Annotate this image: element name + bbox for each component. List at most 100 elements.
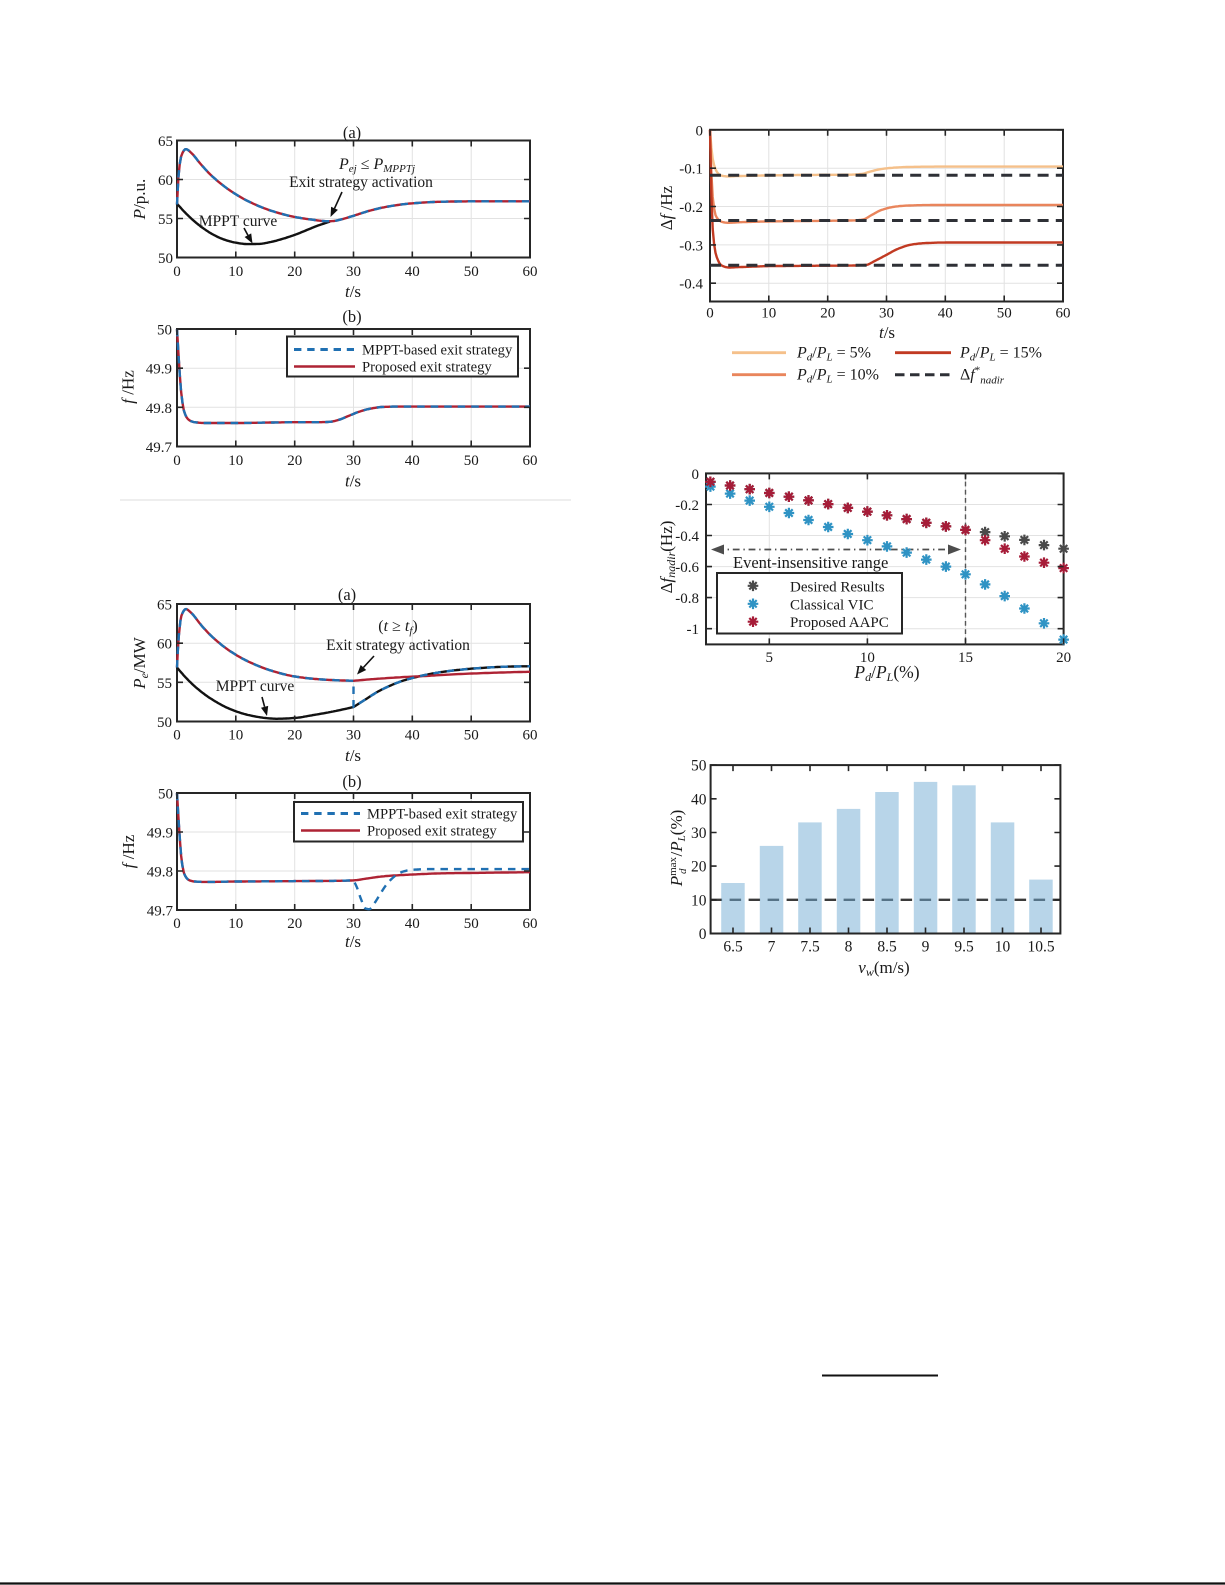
svg-text:-0.4: -0.4 — [675, 529, 699, 545]
svg-text:10: 10 — [691, 892, 707, 909]
svg-text:30: 30 — [346, 916, 361, 932]
svg-text:t/s: t/s — [345, 746, 361, 765]
svg-text:t/s: t/s — [345, 932, 361, 951]
svg-text:20: 20 — [287, 728, 302, 744]
svg-text:30: 30 — [346, 728, 361, 744]
svg-text:10: 10 — [228, 728, 243, 744]
svg-text:Δf*nadir: Δf*nadir — [960, 365, 1005, 387]
svg-text:Pmaxd/PL(%): Pmaxd/PL(%) — [667, 810, 689, 888]
svg-text:Pe/MW: Pe/MW — [130, 636, 151, 690]
svg-text:-0.8: -0.8 — [675, 591, 699, 607]
svg-text:-0.1: -0.1 — [679, 162, 703, 178]
svg-text:20: 20 — [1056, 650, 1071, 666]
svg-text:0: 0 — [696, 123, 704, 139]
svg-text:6.5: 6.5 — [723, 939, 743, 956]
svg-text:10: 10 — [995, 939, 1011, 956]
svg-text:0: 0 — [173, 728, 181, 744]
svg-text:Event-insensitive range: Event-insensitive range — [733, 553, 888, 572]
svg-text:7: 7 — [768, 939, 776, 956]
svg-text:15: 15 — [958, 650, 973, 666]
svg-text:65: 65 — [157, 598, 172, 614]
svg-text:60: 60 — [523, 264, 538, 280]
svg-text:50: 50 — [997, 306, 1012, 322]
svg-text:0: 0 — [173, 453, 181, 469]
svg-text:-0.2: -0.2 — [675, 498, 699, 514]
svg-text:49.8: 49.8 — [147, 865, 173, 881]
svg-text:8.5: 8.5 — [877, 939, 897, 956]
svg-text:40: 40 — [405, 916, 420, 932]
svg-text:60: 60 — [523, 916, 538, 932]
svg-text:-0.6: -0.6 — [675, 560, 699, 576]
svg-text:Δfnadir(Hz): Δfnadir(Hz) — [657, 521, 678, 594]
svg-text:MPPT-based exit strategy: MPPT-based exit strategy — [367, 807, 518, 823]
svg-text:Proposed AAPC: Proposed AAPC — [790, 615, 889, 631]
svg-text:60: 60 — [523, 453, 538, 469]
svg-text:10: 10 — [228, 916, 243, 932]
svg-text:f /Hz: f /Hz — [119, 834, 138, 868]
svg-text:MPPT-based exit strategy: MPPT-based exit strategy — [362, 343, 513, 359]
svg-text:55: 55 — [158, 212, 173, 228]
svg-text:MPPT curve: MPPT curve — [199, 213, 278, 230]
svg-text:50: 50 — [158, 251, 173, 267]
svg-text:0: 0 — [173, 916, 181, 932]
svg-text:MPPT curve: MPPT curve — [216, 678, 295, 695]
svg-text:Pd/PL(%): Pd/PL(%) — [853, 662, 919, 684]
svg-text:49.9: 49.9 — [146, 362, 172, 378]
svg-text:-0.3: -0.3 — [679, 238, 703, 254]
svg-text:40: 40 — [691, 791, 707, 808]
svg-text:10: 10 — [228, 264, 243, 280]
svg-text:65: 65 — [158, 134, 173, 150]
svg-text:50: 50 — [464, 728, 479, 744]
svg-text:30: 30 — [346, 453, 361, 469]
svg-text:30: 30 — [346, 264, 361, 280]
svg-text:Pej ≤ PMPPTj: Pej ≤ PMPPTj — [338, 156, 415, 175]
svg-text:49.7: 49.7 — [147, 904, 174, 920]
svg-text:7.5: 7.5 — [800, 939, 820, 956]
svg-text:Classical VIC: Classical VIC — [790, 597, 873, 613]
svg-text:10: 10 — [860, 650, 875, 666]
svg-text:Exit strategy activation: Exit strategy activation — [326, 637, 470, 654]
svg-text:Pd/PL = 5%: Pd/PL = 5% — [796, 345, 871, 364]
svg-text:50: 50 — [464, 453, 479, 469]
svg-text:40: 40 — [405, 264, 420, 280]
svg-text:t/s: t/s — [345, 472, 361, 491]
svg-text:Desired Results: Desired Results — [790, 579, 885, 595]
svg-text:30: 30 — [691, 825, 707, 842]
svg-text:50: 50 — [157, 715, 172, 731]
svg-text:Pd/PL = 10%: Pd/PL = 10% — [796, 367, 879, 386]
svg-text:10: 10 — [761, 306, 776, 322]
svg-text:20: 20 — [691, 859, 707, 876]
svg-text:Proposed exit strategy: Proposed exit strategy — [362, 360, 492, 376]
svg-text:49.7: 49.7 — [146, 440, 173, 456]
svg-text:50: 50 — [691, 758, 707, 775]
svg-text:60: 60 — [158, 173, 173, 189]
svg-text:20: 20 — [287, 264, 302, 280]
svg-text:60: 60 — [1056, 306, 1071, 322]
svg-text:(t ≥ tf): (t ≥ tf) — [378, 618, 417, 637]
svg-text:40: 40 — [938, 306, 953, 322]
svg-text:t/s: t/s — [879, 323, 895, 342]
svg-text:5: 5 — [766, 650, 774, 666]
svg-text:40: 40 — [405, 728, 420, 744]
svg-text:(a): (a) — [343, 123, 361, 142]
svg-text:9.5: 9.5 — [954, 939, 974, 956]
svg-text:(b): (b) — [342, 772, 361, 791]
svg-text:55: 55 — [157, 676, 172, 692]
svg-text:50: 50 — [464, 916, 479, 932]
svg-text:20: 20 — [287, 916, 302, 932]
svg-text:40: 40 — [405, 453, 420, 469]
svg-text:Δf /Hz: Δf /Hz — [657, 185, 676, 230]
svg-text:Exit strategy activation: Exit strategy activation — [289, 174, 433, 191]
svg-text:0: 0 — [692, 467, 700, 483]
svg-text:10: 10 — [228, 453, 243, 469]
svg-text:Pd/PL = 15%: Pd/PL = 15% — [959, 345, 1042, 364]
svg-text:Proposed exit strategy: Proposed exit strategy — [367, 824, 497, 840]
svg-text:49.8: 49.8 — [146, 401, 172, 417]
svg-text:vw(m/s): vw(m/s) — [858, 958, 909, 979]
svg-text:0: 0 — [699, 926, 707, 943]
svg-text:20: 20 — [287, 453, 302, 469]
svg-text:30: 30 — [879, 306, 894, 322]
svg-text:60: 60 — [157, 637, 172, 653]
svg-text:9: 9 — [922, 939, 930, 956]
svg-text:-0.2: -0.2 — [679, 200, 703, 216]
